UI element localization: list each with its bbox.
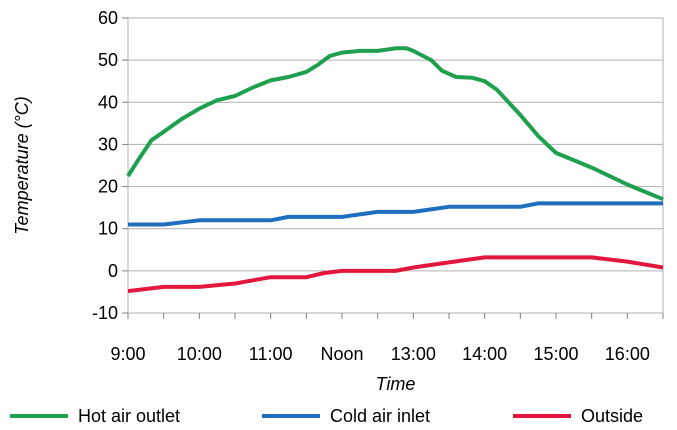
x-tick-label: 11:00 bbox=[249, 344, 293, 364]
y-tick-label: -10 bbox=[92, 303, 118, 323]
series-line-0 bbox=[126, 46, 664, 202]
plot-area-frame bbox=[127, 17, 664, 314]
y-tick-label: 60 bbox=[98, 8, 118, 28]
legend: Hot air outlet Cold air inlet Outside bbox=[10, 406, 643, 426]
x-tick-label: 14:00 bbox=[462, 344, 507, 364]
x-tick-label: 10:00 bbox=[177, 344, 222, 364]
x-tick-label: 9:00 bbox=[110, 344, 145, 364]
legend-label-0: Hot air outlet bbox=[78, 406, 180, 426]
legend-label-1: Cold air inlet bbox=[330, 406, 430, 426]
y-tick-label: 50 bbox=[98, 50, 118, 70]
y-tick-label: 10 bbox=[98, 219, 118, 239]
y-tick-label: 30 bbox=[98, 134, 118, 154]
series-line-1 bbox=[128, 201, 663, 227]
legend-label-2: Outside bbox=[581, 406, 643, 426]
y-tick-label: 20 bbox=[98, 177, 118, 197]
x-tick-label: 15:00 bbox=[533, 344, 578, 364]
y-axis-title: Temperature (°C) bbox=[12, 96, 32, 235]
y-tick-label: 40 bbox=[98, 92, 118, 112]
series-line-2 bbox=[127, 255, 664, 294]
x-axis-ticks: 9:00 10:00 11:00 Noon 13:00 14:00 15:00 16:00 bbox=[110, 313, 664, 364]
x-axis-title: Time bbox=[376, 374, 416, 394]
x-tick-label: 13:00 bbox=[391, 344, 436, 364]
series-lines bbox=[126, 46, 664, 294]
x-tick-label: 16:00 bbox=[605, 344, 650, 364]
x-tick-label: Noon bbox=[320, 344, 363, 364]
y-tick-label: 0 bbox=[108, 261, 118, 281]
y-axis-ticks: 60 50 40 30 20 10 0 -10 bbox=[92, 8, 128, 323]
